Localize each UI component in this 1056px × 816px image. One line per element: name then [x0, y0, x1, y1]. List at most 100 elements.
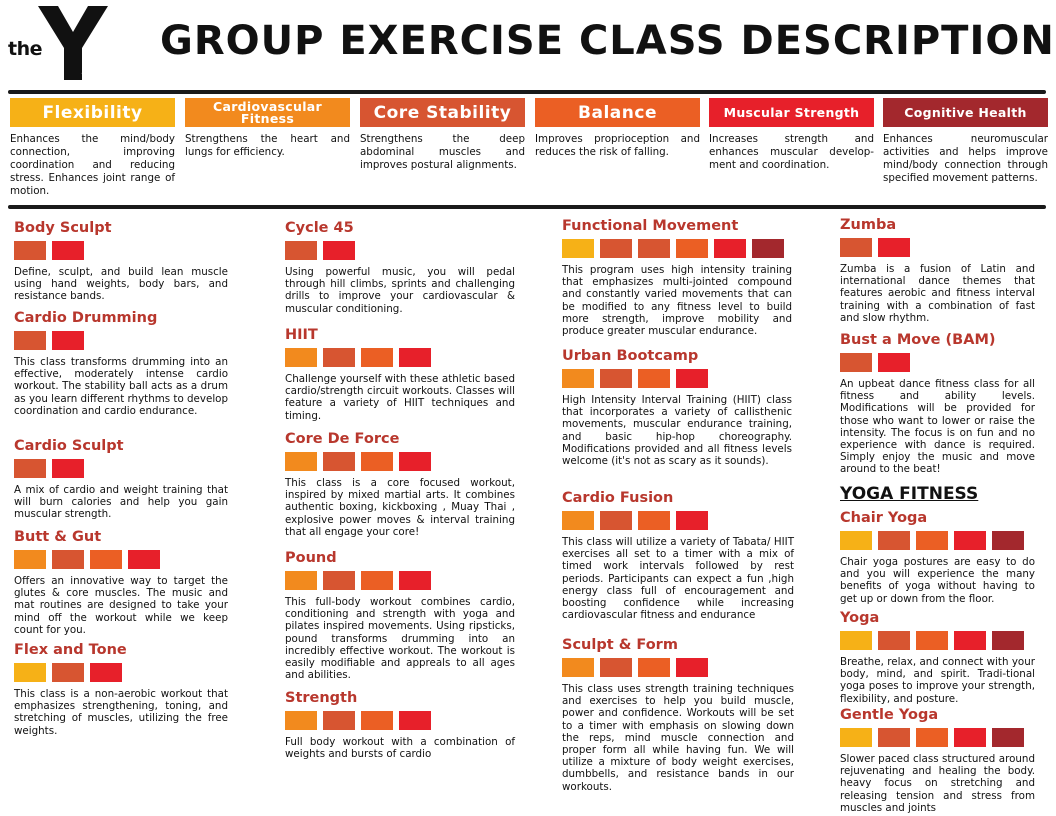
category-header: Core Stability	[360, 98, 525, 127]
category-swatches	[840, 353, 1035, 372]
swatch-cognitive	[992, 728, 1024, 747]
class-description: A mix of cardio and weight training that…	[14, 484, 228, 521]
swatch-core	[52, 663, 84, 682]
swatch-muscular	[878, 238, 910, 257]
swatch-muscular	[52, 241, 84, 260]
class-title: Sculpt & Form	[562, 637, 678, 653]
swatch-core	[323, 571, 355, 590]
swatch-flexibility	[840, 728, 872, 747]
class-title: Gentle Yoga	[840, 707, 939, 723]
class-yoga: Yoga Breathe, relax, and connect with yo…	[840, 610, 1035, 705]
swatch-core	[878, 728, 910, 747]
category-swatches	[562, 369, 792, 388]
class-description: Challenge yourself with these athletic b…	[285, 373, 515, 422]
class-description: Slower paced class structured around rej…	[840, 753, 1035, 814]
page-title: GROUP EXERCISE CLASS DESCRIPTIONS	[160, 18, 1056, 64]
category-description: Enhances the mind/body connection, impro…	[10, 133, 175, 197]
class-urban-bootcamp: Urban Bootcamp High Intensity Interval T…	[562, 348, 792, 467]
category-balance: Balance Improves proprioception and redu…	[535, 98, 700, 159]
class-gentle-yoga: Gentle Yoga Slower paced class structure…	[840, 707, 1035, 814]
swatch-cognitive	[992, 531, 1024, 550]
category-description: Strengthens the heart and lungs for effi…	[185, 133, 350, 158]
swatch-balance	[638, 369, 670, 388]
class-flex-and-tone: Flex and Tone This class is a non-aerobi…	[14, 642, 228, 737]
class-butt-and-gut: Butt & Gut Offers an innovative way to t…	[14, 529, 228, 636]
swatch-core	[600, 511, 632, 530]
category-swatches	[562, 239, 792, 258]
class-pound: Pound This full-body workout combines ca…	[285, 550, 515, 681]
swatch-cardio	[285, 711, 317, 730]
class-cardio-sculpt: Cardio Sculpt A mix of cardio and weight…	[14, 438, 228, 521]
swatch-core	[14, 331, 46, 350]
category-swatches	[840, 728, 1035, 747]
category-swatches	[285, 348, 515, 367]
swatch-core	[52, 550, 84, 569]
swatch-muscular	[676, 369, 708, 388]
category-swatches	[14, 241, 228, 260]
swatch-core	[600, 658, 632, 677]
logo-ymca-text: YMCA	[80, 53, 99, 78]
swatch-core	[878, 531, 910, 550]
swatch-flexibility	[840, 531, 872, 550]
class-hiit: HIIT Challenge yourself with these athle…	[285, 327, 515, 422]
class-title: Cardio Drumming	[14, 310, 158, 326]
class-strength: Strength Full body workout with a combin…	[285, 690, 515, 760]
category-swatches	[562, 511, 794, 530]
class-cardio-drumming: Cardio Drumming This class transforms dr…	[14, 310, 228, 417]
ymca-logo: the YMCA	[8, 4, 110, 84]
category-description: Strengthens the deep abdominal muscles a…	[360, 133, 525, 171]
swatch-balance	[361, 348, 393, 367]
swatch-muscular	[676, 511, 708, 530]
swatch-muscular	[714, 239, 746, 258]
swatch-cardio	[562, 658, 594, 677]
class-description: Define, sculpt, and build lean muscle us…	[14, 266, 228, 303]
swatch-muscular	[954, 531, 986, 550]
swatch-core	[323, 711, 355, 730]
swatch-core	[840, 238, 872, 257]
class-description: Breathe, relax, and connect with your bo…	[840, 656, 1035, 705]
class-title: Bust a Move (BAM)	[840, 332, 996, 348]
swatch-balance	[676, 239, 708, 258]
category-swatches	[285, 452, 515, 471]
class-bust-a-move: Bust a Move (BAM) An upbeat dance fitnes…	[840, 332, 1035, 476]
category-swatches	[285, 571, 515, 590]
class-title: Chair Yoga	[840, 510, 928, 526]
swatch-muscular	[954, 728, 986, 747]
class-body-sculpt: Body Sculpt Define, sculpt, and build le…	[14, 220, 228, 303]
swatch-cardio	[562, 511, 594, 530]
swatch-muscular	[399, 711, 431, 730]
top-divider	[8, 90, 1046, 94]
category-header: Cognitive Health	[883, 98, 1048, 127]
swatch-muscular	[52, 331, 84, 350]
logo-the-text: the	[8, 38, 43, 60]
category-header: Flexibility	[10, 98, 175, 127]
swatch-muscular	[676, 658, 708, 677]
category-swatches	[14, 459, 228, 478]
swatch-cardio	[285, 348, 317, 367]
class-title: Urban Bootcamp	[562, 348, 699, 364]
swatch-muscular	[90, 663, 122, 682]
category-header: Balance	[535, 98, 700, 127]
category-swatches	[562, 658, 794, 677]
swatch-muscular	[399, 452, 431, 471]
class-core-de-force: Core De Force This class is a core focus…	[285, 431, 515, 538]
category-swatches	[840, 631, 1035, 650]
class-description: This class transforms drumming into an e…	[14, 356, 229, 417]
category-flexibility: Flexibility Enhances the mind/body conne…	[10, 98, 175, 198]
swatch-core	[323, 348, 355, 367]
swatch-balance	[638, 511, 670, 530]
class-description: This full-body workout combines cardio, …	[285, 596, 515, 682]
class-description: Zumba is a fusion of Latin and internati…	[840, 263, 1035, 324]
class-title: Cardio Fusion	[562, 490, 674, 506]
category-description: Improves proprioception and reduces the …	[535, 133, 700, 158]
swatch-muscular	[399, 348, 431, 367]
class-title: Pound	[285, 550, 337, 566]
swatch-muscular	[878, 353, 910, 372]
category-cognitive: Cognitive Health Enhances neuromuscular …	[883, 98, 1048, 185]
swatch-core	[14, 241, 46, 260]
class-description: Offers an innovative way to target the g…	[14, 575, 228, 636]
swatch-cardio	[562, 369, 594, 388]
swatch-balance	[361, 571, 393, 590]
category-swatches	[285, 711, 515, 730]
class-title: Strength	[285, 690, 358, 706]
